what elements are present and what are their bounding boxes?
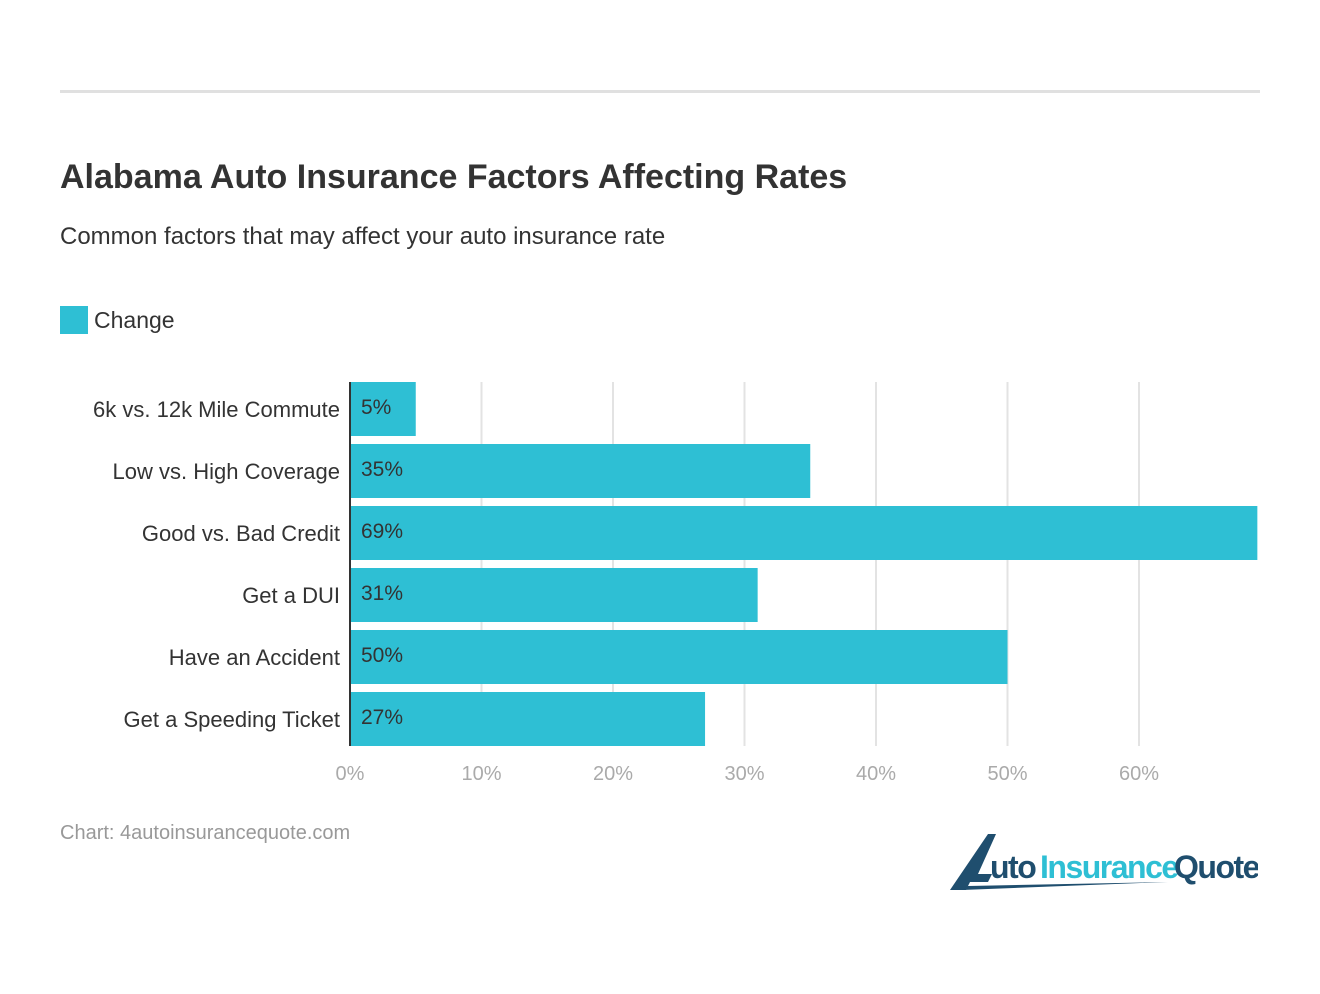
category-label: Low vs. High Coverage <box>113 459 340 484</box>
category-label: Get a Speeding Ticket <box>124 707 340 732</box>
category-label: Have an Accident <box>169 645 340 670</box>
category-label: Good vs. Bad Credit <box>142 521 340 546</box>
category-label: Get a DUI <box>242 583 340 608</box>
legend: Change <box>60 306 175 334</box>
bar <box>350 444 811 498</box>
svg-text:uto: uto <box>990 849 1036 885</box>
x-tick-label: 0% <box>336 763 365 785</box>
logo-image: uto Insurance Quote <box>950 834 1258 890</box>
x-tick-label: 20% <box>593 763 633 785</box>
data-label: 31% <box>361 582 403 605</box>
legend-label: Change <box>94 306 175 333</box>
x-tick-label: 50% <box>987 763 1027 785</box>
x-tick-label: 10% <box>461 763 501 785</box>
chart-title: Alabama Auto Insurance Factors Affecting… <box>60 158 848 196</box>
data-label: 35% <box>361 458 403 481</box>
bar <box>350 382 416 436</box>
x-tick-label: 60% <box>1119 763 1159 785</box>
bar <box>350 692 706 746</box>
data-label: 27% <box>361 706 403 729</box>
chart-subtitle: Common factors that may affect your auto… <box>60 223 666 250</box>
bar <box>350 630 1008 684</box>
top-divider <box>60 90 1260 93</box>
legend-swatch <box>60 306 88 334</box>
svg-text:Insurance: Insurance <box>1040 849 1178 885</box>
data-label: 5% <box>361 396 391 419</box>
data-label: 50% <box>361 644 403 667</box>
data-label: 69% <box>361 520 403 543</box>
x-tick-label: 30% <box>724 763 764 785</box>
category-label: 6k vs. 12k Mile Commute <box>93 397 340 422</box>
bar <box>350 506 1258 560</box>
bar <box>350 568 758 622</box>
chart-source: Chart: 4autoinsurancequote.com <box>60 822 351 844</box>
x-tick-label: 40% <box>856 763 896 785</box>
svg-text:Quote: Quote <box>1174 849 1258 885</box>
